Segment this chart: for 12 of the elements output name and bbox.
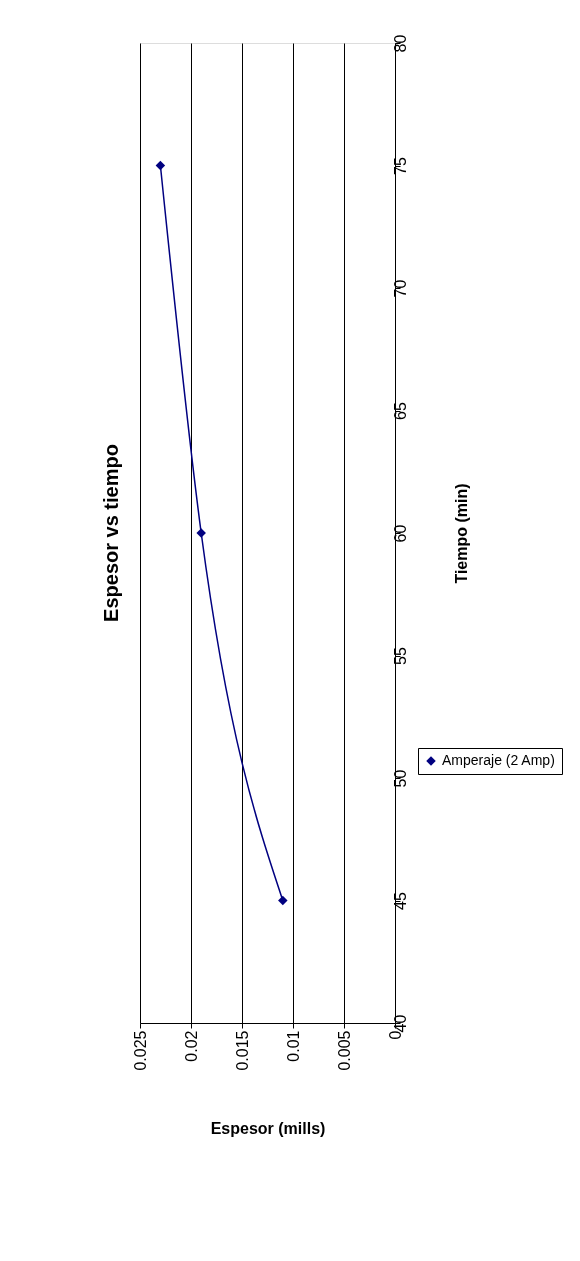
y-tick-label: 80 bbox=[391, 34, 409, 53]
x-tick-label: 0.025 bbox=[131, 1030, 149, 1071]
x-tick-label: 0.01 bbox=[284, 1030, 302, 1062]
point bbox=[278, 895, 288, 906]
x-tick-label: 0.015 bbox=[233, 1030, 251, 1071]
x-axis-title: Espesor (mills) bbox=[210, 1119, 326, 1137]
x-tick-label: 0.02 bbox=[182, 1030, 200, 1062]
legend-label: Amperaje (2 Amp) bbox=[442, 752, 555, 768]
point bbox=[155, 160, 166, 171]
text: Espesor vs tiempo bbox=[100, 444, 122, 622]
x-tick-label: 0.005 bbox=[335, 1030, 353, 1071]
y-axis-title: Tiempo (min) bbox=[452, 483, 470, 584]
